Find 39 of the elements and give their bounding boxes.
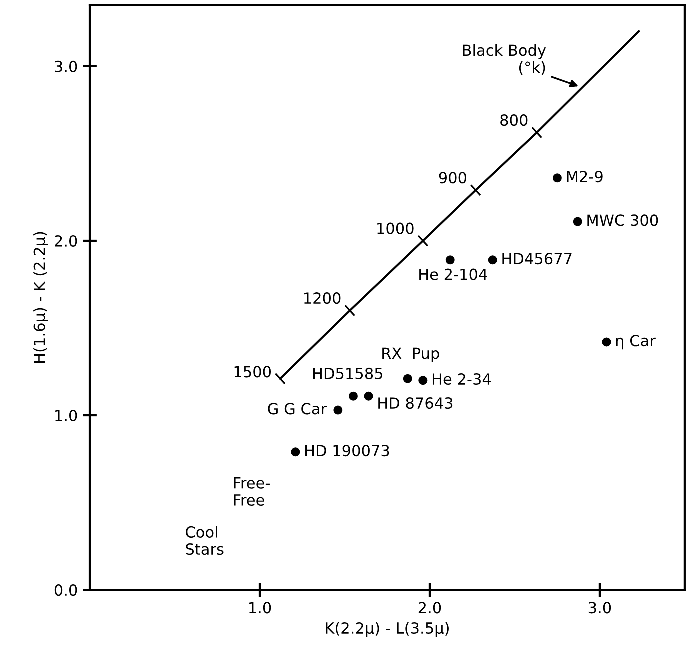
annotation: 1500	[234, 366, 272, 378]
annotation: HD 190073	[306, 445, 390, 457]
point	[488, 256, 498, 265]
annotation: RX Pup	[382, 348, 440, 362]
point	[573, 217, 582, 226]
y-tick-label: 0.0	[54, 584, 78, 596]
annotation: He 2-34	[432, 373, 492, 386]
y-axis-title: H(1.6μ) - K (2.2μ)	[34, 232, 48, 363]
point	[348, 392, 358, 401]
y-tick-label: 2.0	[55, 235, 78, 247]
y-tick-label: 1.0	[56, 410, 78, 422]
annotation: 900	[439, 172, 467, 184]
annotation: He 2-104	[420, 268, 488, 280]
annotation: HD45677	[502, 253, 572, 265]
annotation: 800	[500, 114, 528, 126]
annotation: Free- Free	[234, 478, 270, 506]
x-axis-title: K(2.2μ) - L(3.5μ)	[326, 622, 449, 637]
annotation: HD51585	[313, 368, 383, 380]
point	[602, 338, 612, 347]
x-tick-label: 1.0	[250, 602, 272, 614]
annotation: MWC 300	[588, 214, 658, 226]
annotation: η Car	[616, 335, 656, 350]
point	[291, 448, 300, 457]
point	[418, 376, 428, 386]
annotation: Cool Stars	[186, 526, 224, 556]
point	[364, 392, 374, 401]
point	[334, 406, 343, 415]
point	[446, 256, 455, 265]
annotation: G G Car	[268, 403, 328, 415]
annotation: M2-9	[567, 171, 603, 183]
point	[403, 374, 412, 384]
x-tick-label: 2.0	[418, 602, 442, 614]
x-tick-label: 3.0	[588, 602, 612, 614]
annotation: 1000	[378, 222, 414, 234]
y-tick-label: 3.0	[55, 60, 78, 72]
annotation: Black Body (°k)	[463, 44, 546, 76]
annotation: HD 87643	[378, 398, 453, 410]
point	[552, 174, 562, 183]
annotation: 1200	[304, 292, 341, 304]
